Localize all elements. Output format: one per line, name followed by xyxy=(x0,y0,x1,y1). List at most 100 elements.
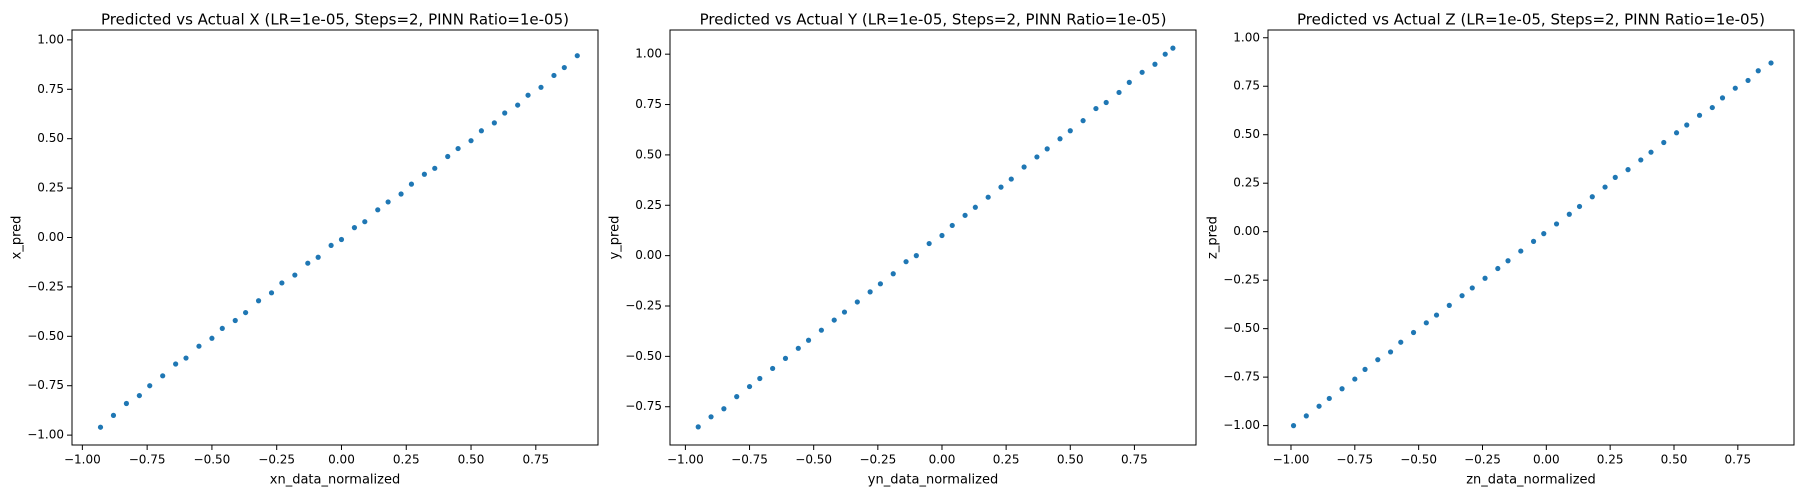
y-tick-label: 0.50 xyxy=(635,147,662,161)
point xyxy=(841,309,848,315)
point xyxy=(1602,184,1608,190)
plot-frame xyxy=(1267,29,1795,446)
point xyxy=(1034,154,1040,160)
point xyxy=(1326,395,1332,402)
y-tick-label: 0.25 xyxy=(37,181,64,195)
point xyxy=(1387,349,1394,355)
point xyxy=(385,199,391,205)
point xyxy=(1768,60,1774,66)
point xyxy=(196,343,202,349)
point xyxy=(1362,366,1368,372)
point xyxy=(721,406,727,412)
y-tick-label: −0.25 xyxy=(27,279,64,293)
x-tick-label: 0.25 xyxy=(993,453,1020,467)
point xyxy=(818,327,824,333)
point xyxy=(538,84,544,90)
y-tick-label: −0.25 xyxy=(625,298,662,312)
point xyxy=(913,253,919,259)
point xyxy=(574,53,580,59)
x-tick-label: −0.25 xyxy=(1464,453,1501,467)
x-tick-label: 0.00 xyxy=(1533,453,1560,467)
point xyxy=(1080,118,1086,124)
point xyxy=(1469,285,1475,291)
x-tick-label: −1.00 xyxy=(1273,453,1310,467)
point xyxy=(362,219,368,225)
point xyxy=(1495,265,1501,272)
y-tick-label: −0.50 xyxy=(625,349,662,363)
point xyxy=(1541,231,1547,237)
x-tick-label: −0.50 xyxy=(1400,453,1437,467)
point xyxy=(1661,139,1667,146)
point xyxy=(854,299,860,305)
point xyxy=(1057,136,1063,142)
x-tick-label: 0.25 xyxy=(393,453,420,467)
point xyxy=(398,191,404,197)
point xyxy=(1139,69,1145,75)
point xyxy=(351,225,358,231)
point xyxy=(173,361,179,367)
point xyxy=(1433,312,1440,318)
point xyxy=(525,92,531,98)
y-tick-label: −1.00 xyxy=(27,428,64,442)
point xyxy=(1684,122,1690,128)
point xyxy=(1152,61,1158,67)
chart-title: Predicted vs Actual X (LR=1e-05, Steps=2… xyxy=(101,11,569,29)
x-tick-label: −0.75 xyxy=(129,453,166,467)
point xyxy=(1375,357,1381,363)
point xyxy=(1398,339,1404,345)
point xyxy=(708,414,714,420)
point xyxy=(890,271,896,277)
point xyxy=(515,102,521,108)
point xyxy=(455,145,461,152)
point xyxy=(375,207,381,213)
x-tick-label: −0.75 xyxy=(1336,453,1373,467)
point xyxy=(491,120,497,126)
y-tick-label: −0.50 xyxy=(27,329,64,343)
point xyxy=(1162,51,1168,57)
point xyxy=(1505,258,1511,264)
point xyxy=(1696,112,1703,118)
x-axis-label: yn_data_normalized xyxy=(868,473,998,488)
point xyxy=(903,259,909,265)
y-tick-label: −0.75 xyxy=(1223,370,1260,384)
point xyxy=(1518,248,1524,254)
point xyxy=(1044,146,1050,152)
point xyxy=(1339,386,1345,392)
point xyxy=(338,236,345,243)
point xyxy=(1638,157,1644,163)
point xyxy=(1745,77,1751,84)
y-tick-label: 0.50 xyxy=(1233,127,1260,141)
y-tick-label: −0.50 xyxy=(1223,321,1260,335)
x-tick-label: −0.25 xyxy=(859,453,896,467)
y-tick-label: 0.00 xyxy=(1233,224,1260,238)
point xyxy=(1423,320,1429,326)
point xyxy=(795,345,801,351)
point xyxy=(328,242,334,249)
point xyxy=(279,280,285,286)
point xyxy=(292,272,298,278)
point xyxy=(432,165,438,171)
point xyxy=(877,281,884,287)
point xyxy=(1482,275,1488,281)
x-axis-label: zn_data_normalized xyxy=(1466,473,1596,488)
y-axis-label: z_pred xyxy=(1206,216,1221,259)
point xyxy=(408,181,415,187)
point xyxy=(1648,149,1654,155)
point xyxy=(209,335,215,341)
y-tick-label: −1.00 xyxy=(1223,418,1260,432)
x-tick-label: −0.75 xyxy=(731,453,768,467)
point xyxy=(97,424,104,430)
point xyxy=(1625,167,1631,173)
point xyxy=(1008,176,1014,182)
point xyxy=(421,171,427,177)
x-tick-label: 0.25 xyxy=(1597,453,1624,467)
point xyxy=(136,392,142,399)
x-tick-label: −0.50 xyxy=(194,453,231,467)
point xyxy=(1673,130,1680,136)
point xyxy=(183,355,189,361)
point xyxy=(746,383,753,390)
point xyxy=(502,110,508,116)
point xyxy=(1576,203,1583,210)
point xyxy=(939,232,945,239)
point xyxy=(1116,89,1122,96)
